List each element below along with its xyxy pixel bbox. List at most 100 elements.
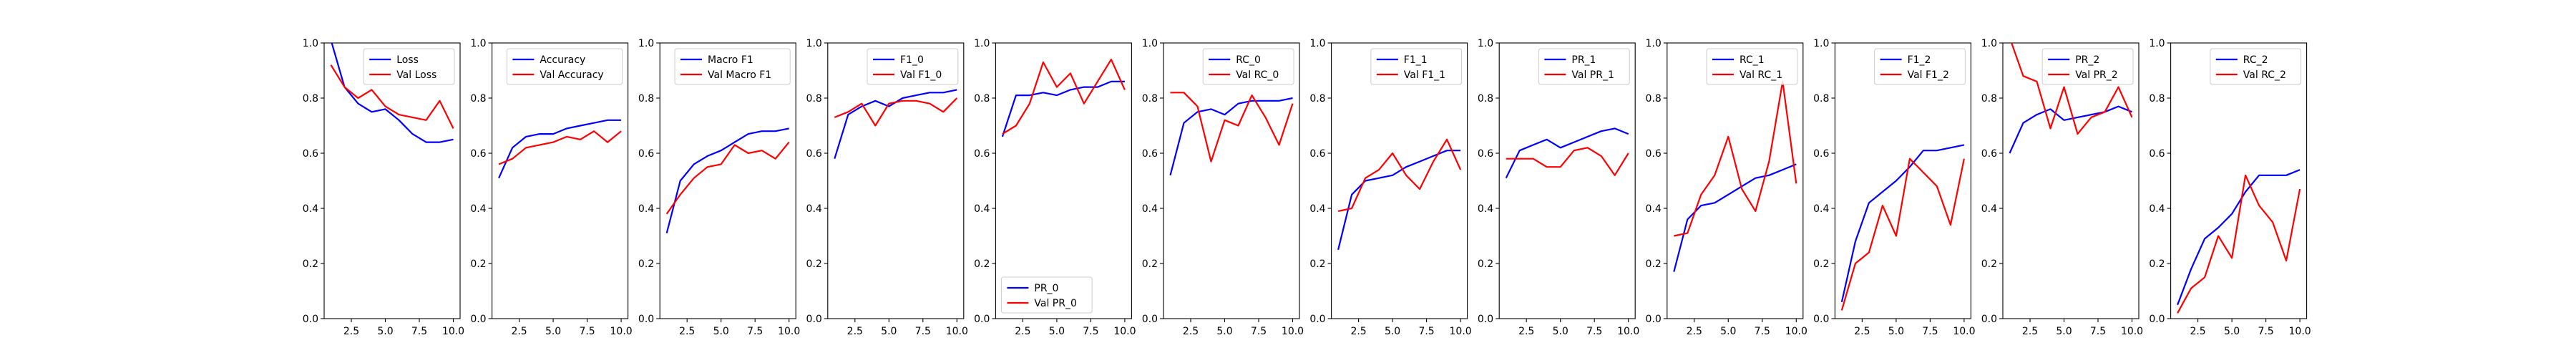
x-tick-label: 5.0 bbox=[1720, 326, 1736, 337]
legend: F1_2 Val F1_2 bbox=[1874, 48, 1966, 85]
y-tick-label: 0.4 bbox=[303, 203, 318, 215]
legend-label: Val F1_0 bbox=[900, 69, 942, 81]
legend-label: RC_0 bbox=[1236, 54, 1261, 66]
legend: PR_1 Val PR_1 bbox=[1538, 48, 1630, 85]
y-tick-label: 0.6 bbox=[1646, 148, 1662, 160]
plot-area bbox=[1667, 42, 1804, 319]
plot-area bbox=[2002, 42, 2140, 319]
y-tick-label: 0.6 bbox=[2149, 148, 2165, 160]
y-tick-label: 0.2 bbox=[1142, 258, 1158, 270]
series-line-train bbox=[331, 43, 454, 143]
y-tick-label: 0.2 bbox=[1981, 258, 1997, 270]
y-tick-label: 0.4 bbox=[974, 203, 990, 215]
legend-frame bbox=[674, 48, 791, 85]
subplot-3: 0.0 0.2 0.4 0.6 0.8 1.0 2.5 5.0 7.5 10.0 Macro F1 V… bbox=[638, 38, 800, 337]
plot-area bbox=[1498, 42, 1636, 319]
subplot-6: 0.0 0.2 0.4 0.6 0.8 1.0 2.5 5.0 7.5 10.0 RC_0 Val R… bbox=[1142, 38, 1304, 337]
x-tick-label: 5.0 bbox=[1216, 326, 1232, 337]
legend-label: Loss bbox=[396, 54, 419, 66]
x-tick-label: 2.5 bbox=[847, 326, 863, 337]
y-tick-label: 0.6 bbox=[974, 148, 990, 160]
series-line-val bbox=[2011, 43, 2133, 135]
x-tick-label: 5.0 bbox=[2224, 326, 2240, 337]
subplot-7: 0.0 0.2 0.4 0.6 0.8 1.0 2.5 5.0 7.5 10.0 F1_1 Val F… bbox=[1309, 38, 1471, 337]
legend-label: Val PR_2 bbox=[2075, 69, 2118, 81]
series-line-val bbox=[665, 141, 790, 215]
series-line-val bbox=[1840, 158, 1965, 311]
y-tick-label: 1.0 bbox=[974, 38, 990, 49]
legend-label: PR_2 bbox=[2075, 54, 2099, 66]
legend-frame bbox=[1538, 48, 1630, 85]
y-tick-label: 0.6 bbox=[1981, 148, 1997, 160]
series-line-train bbox=[2177, 169, 2301, 306]
y-tick-label: 0.6 bbox=[806, 148, 822, 160]
x-tick-label: 10.0 bbox=[442, 326, 464, 337]
y-tick-label: 0.8 bbox=[1478, 93, 1493, 105]
subplot-2: 0.0 0.2 0.4 0.6 0.8 1.0 2.5 5.0 7.5 10.0 Accuracy V… bbox=[470, 38, 632, 337]
legend-frame bbox=[506, 48, 623, 85]
x-tick-label: 5.0 bbox=[881, 326, 897, 337]
x-tick-label: 2.5 bbox=[1350, 326, 1366, 337]
legend: RC_1 Val RC_1 bbox=[1706, 48, 1798, 85]
y-tick-label: 0.4 bbox=[470, 203, 486, 215]
x-tick-label: 10.0 bbox=[1113, 326, 1136, 337]
x-tick-label: 10.0 bbox=[610, 326, 633, 337]
y-tick-label: 0.6 bbox=[638, 148, 654, 160]
y-tick-label: 0.2 bbox=[470, 258, 486, 270]
x-tick-label: 7.5 bbox=[1922, 326, 1938, 337]
x-tick-label: 10.0 bbox=[778, 326, 800, 337]
x-tick-label: 2.5 bbox=[2190, 326, 2205, 337]
y-tick-label: 0.8 bbox=[1981, 93, 1997, 105]
legend-label: Val RC_0 bbox=[1236, 69, 1279, 81]
y-tick-label: 1.0 bbox=[1981, 38, 1997, 49]
plot-area bbox=[492, 42, 629, 319]
x-tick-label: 5.0 bbox=[2056, 326, 2072, 337]
series-line-val bbox=[498, 130, 622, 165]
y-tick-label: 1.0 bbox=[2149, 38, 2165, 49]
x-tick-label: 10.0 bbox=[1953, 326, 1975, 337]
legend-label: RC_1 bbox=[1740, 54, 1765, 66]
series-line-train bbox=[2009, 105, 2132, 154]
subplot-4: 0.0 0.2 0.4 0.6 0.8 1.0 2.5 5.0 7.5 10.0 F1_0 Val F… bbox=[806, 38, 968, 337]
x-tick-label: 2.5 bbox=[1015, 326, 1030, 337]
legend: F1_0 Val F1_0 bbox=[867, 48, 959, 85]
y-tick-label: 0.0 bbox=[638, 314, 654, 325]
legend-frame bbox=[1874, 48, 1966, 85]
legend-label: Val PR_0 bbox=[1034, 298, 1077, 309]
y-tick-label: 0.2 bbox=[806, 258, 822, 270]
subplot-1: 0.0 0.2 0.4 0.6 0.8 1.0 2.5 5.0 7.5 10.0 Loss Val L… bbox=[303, 38, 464, 337]
y-tick-label: 0.2 bbox=[1813, 258, 1829, 270]
x-tick-label: 7.5 bbox=[1586, 326, 1602, 337]
x-tick-label: 7.5 bbox=[1083, 326, 1098, 337]
y-tick-label: 0.8 bbox=[1142, 93, 1158, 105]
y-tick-label: 0.4 bbox=[2149, 203, 2165, 215]
y-tick-label: 0.8 bbox=[974, 93, 990, 105]
x-tick-label: 7.5 bbox=[411, 326, 427, 337]
x-tick-label: 2.5 bbox=[1854, 326, 1870, 337]
x-tick-label: 7.5 bbox=[915, 326, 931, 337]
x-tick-label: 2.5 bbox=[1518, 326, 1534, 337]
y-tick-label: 1.0 bbox=[806, 38, 822, 49]
y-tick-label: 0.0 bbox=[2149, 314, 2165, 325]
subplot-10: 0.0 0.2 0.4 0.6 0.8 1.0 2.5 5.0 7.5 10.0 F1_2 Val F… bbox=[1813, 38, 1975, 337]
x-tick-label: 10.0 bbox=[1785, 326, 1807, 337]
x-tick-label: 2.5 bbox=[343, 326, 359, 337]
y-tick-label: 0.0 bbox=[303, 314, 318, 325]
x-tick-label: 5.0 bbox=[1049, 326, 1065, 337]
legend: Loss Val Loss bbox=[363, 48, 455, 85]
y-tick-label: 0.4 bbox=[638, 203, 654, 215]
x-tick-label: 5.0 bbox=[713, 326, 729, 337]
legend-frame bbox=[363, 48, 455, 85]
x-tick-label: 10.0 bbox=[946, 326, 968, 337]
x-tick-label: 5.0 bbox=[377, 326, 393, 337]
series-line-val bbox=[1002, 58, 1126, 135]
legend-label: PR_0 bbox=[1034, 283, 1058, 294]
y-tick-label: 0.8 bbox=[638, 93, 654, 105]
legend-label: Accuracy bbox=[540, 54, 585, 66]
subplot-9: 0.0 0.2 0.4 0.6 0.8 1.0 2.5 5.0 7.5 10.0 RC_1 Val R… bbox=[1646, 38, 1807, 337]
legend: Macro F1 Val Macro F1 bbox=[674, 48, 791, 85]
series-line-val bbox=[1506, 147, 1629, 176]
series-line-val bbox=[1337, 138, 1462, 212]
y-tick-label: 0.2 bbox=[1309, 258, 1325, 270]
subplot-5: 0.0 0.2 0.4 0.6 0.8 1.0 2.5 5.0 7.5 10.0 PR_0 Val P… bbox=[974, 38, 1136, 337]
